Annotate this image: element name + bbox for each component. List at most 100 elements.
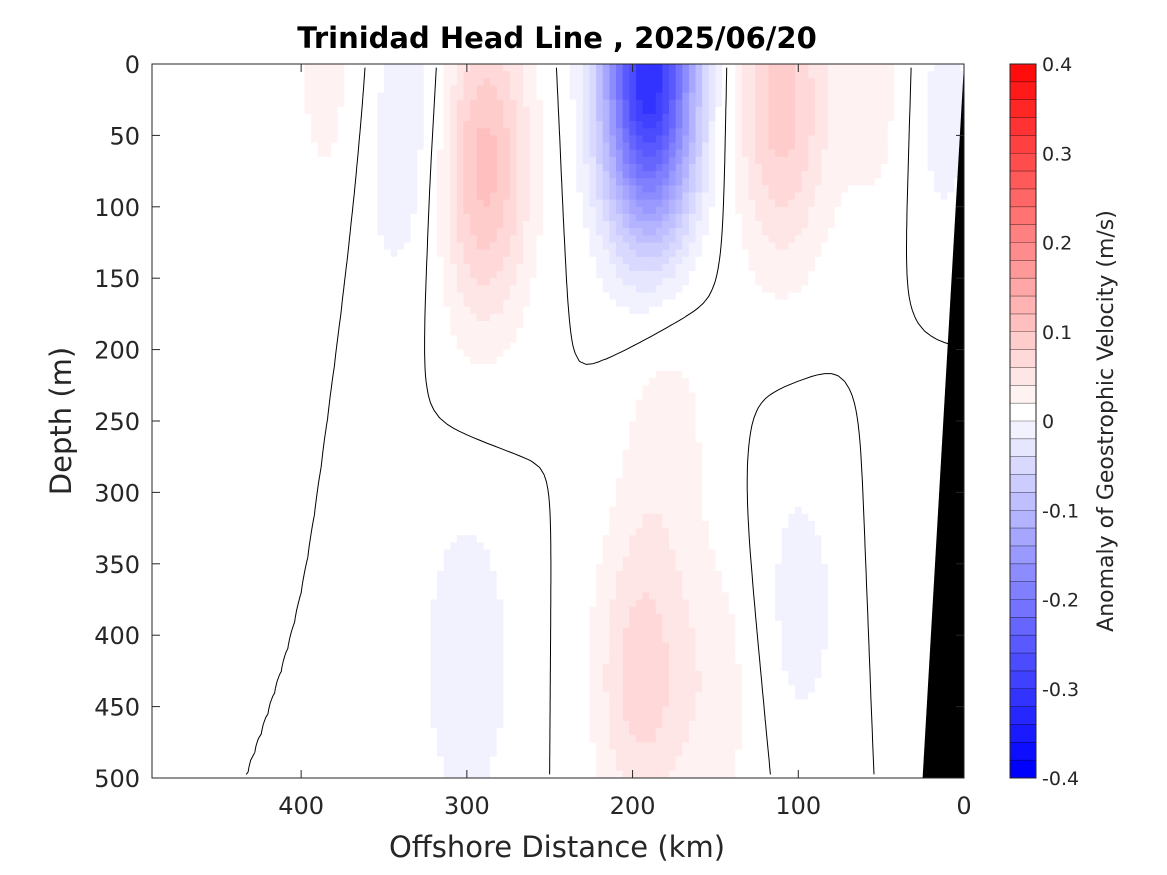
velocity-cell [291, 285, 299, 294]
velocity-cell [821, 256, 829, 265]
velocity-cell [171, 92, 180, 101]
velocity-cell [841, 228, 849, 236]
velocity-cell [456, 249, 465, 258]
velocity-cell [954, 113, 962, 122]
velocity-cell [662, 249, 670, 258]
velocity-cell [801, 221, 809, 229]
velocity-cell [543, 242, 551, 251]
velocity-cell [509, 178, 518, 186]
velocity-cell [377, 99, 385, 108]
velocity-cell [191, 163, 199, 172]
velocity-cell [616, 313, 624, 322]
velocity-cell [423, 71, 431, 79]
velocity-cell [722, 242, 730, 251]
velocity-cell [728, 121, 736, 129]
velocity-cell [443, 213, 451, 222]
velocity-cell [887, 71, 895, 79]
velocity-cell [364, 285, 372, 294]
velocity-cell [715, 306, 723, 315]
velocity-cell [940, 342, 949, 351]
velocity-cell [357, 163, 365, 172]
velocity-cell [231, 85, 239, 94]
velocity-cell [456, 78, 465, 87]
velocity-cell [867, 135, 876, 144]
velocity-cell [403, 206, 412, 215]
velocity-cell [410, 321, 418, 329]
velocity-cell [854, 99, 862, 108]
velocity-cell [596, 192, 604, 201]
velocity-cell [509, 299, 518, 308]
velocity-cell [377, 328, 385, 336]
velocity-cell [490, 349, 498, 358]
velocity-cell [410, 71, 418, 79]
velocity-cell [881, 213, 889, 222]
velocity-cell [914, 121, 922, 129]
velocity-cell [198, 142, 206, 151]
velocity-cell [821, 328, 829, 336]
velocity-cell [808, 121, 816, 129]
velocity-cell [437, 64, 445, 72]
velocity-cell [788, 163, 796, 172]
velocity-cell [569, 71, 577, 79]
velocity-cell [940, 256, 949, 265]
velocity-cell [523, 99, 531, 108]
velocity-cell [874, 149, 882, 158]
velocity-cell [682, 213, 690, 222]
velocity-cell [185, 313, 193, 322]
velocity-cell [655, 285, 663, 294]
velocity-cell [576, 99, 584, 108]
velocity-cell [238, 192, 246, 201]
velocity-cell [403, 113, 412, 122]
velocity-cell [523, 178, 531, 186]
velocity-cell [423, 185, 431, 194]
velocity-cell [238, 256, 246, 265]
velocity-cell [503, 263, 511, 272]
velocity-cell [622, 285, 630, 294]
velocity-cell [609, 342, 617, 351]
velocity-cell [887, 221, 895, 229]
velocity-cell [635, 199, 644, 208]
velocity-cell [828, 192, 836, 201]
velocity-cell [808, 213, 816, 222]
velocity-cell [722, 192, 730, 201]
velocity-cell [198, 235, 206, 244]
velocity-cell [238, 342, 246, 351]
velocity-cell [775, 156, 783, 165]
velocity-cell [238, 142, 246, 151]
velocity-cell [185, 71, 193, 79]
velocity-cell [761, 85, 770, 94]
velocity-cell [894, 156, 902, 165]
velocity-cell [669, 135, 677, 144]
velocity-cell [867, 192, 876, 201]
velocity-cell [390, 235, 398, 244]
velocity-cell [556, 256, 564, 265]
velocity-cell [642, 299, 650, 308]
velocity-cell [675, 85, 683, 94]
velocity-cell [741, 228, 750, 236]
velocity-cell [635, 213, 644, 222]
velocity-cell [370, 213, 378, 222]
velocity-cell [516, 192, 524, 201]
velocity-cell [748, 271, 756, 279]
velocity-cell [311, 256, 319, 265]
velocity-cell [324, 213, 332, 222]
velocity-cell [344, 335, 352, 344]
velocity-cell [330, 171, 339, 179]
velocity-cell [735, 271, 743, 279]
velocity-cell [768, 142, 776, 151]
velocity-cell [708, 242, 717, 251]
velocity-cell [218, 185, 226, 194]
velocity-cell [907, 292, 915, 301]
velocity-cell [649, 228, 657, 236]
velocity-cell [914, 92, 922, 101]
velocity-cell [330, 156, 339, 165]
velocity-cell [556, 213, 564, 222]
velocity-cell [311, 92, 319, 101]
velocity-cell [649, 113, 657, 122]
velocity-cell [814, 113, 823, 122]
velocity-cell [476, 221, 485, 229]
velocity-cell [821, 192, 829, 201]
velocity-cell [741, 271, 750, 279]
velocity-cell [894, 113, 902, 122]
velocity-cell [430, 78, 438, 87]
